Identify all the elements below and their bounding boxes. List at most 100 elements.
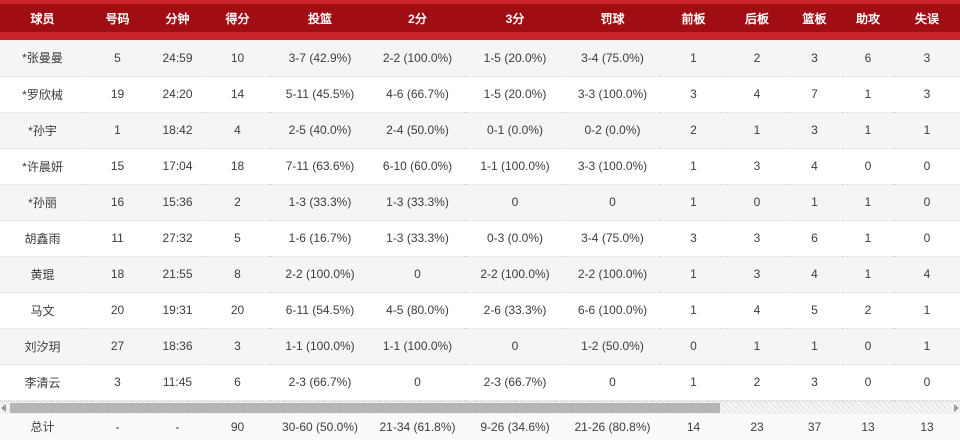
stat-cell: 5 — [85, 40, 150, 77]
total-stat-cell: 21-26 (80.8%) — [565, 413, 660, 440]
stat-cell: 0 — [660, 328, 727, 365]
stat-cell: 2 — [842, 292, 894, 329]
stat-cell: 0 — [727, 184, 787, 221]
stat-cell: 1 — [85, 112, 150, 149]
stat-cell: 1-3 (33.3%) — [370, 184, 465, 221]
stat-cell: 1 — [660, 148, 727, 185]
stat-cell: 1 — [842, 112, 894, 149]
player-name-cell: 李清云 — [0, 364, 85, 401]
table-row: 胡鑫雨 11 27:32 5 1-6 (16.7%) 1-3 (33.3%) 0-3 (0.… — [0, 220, 960, 257]
stat-cell: 0 — [894, 184, 960, 221]
stat-cell: 1-1 (100.0%) — [465, 148, 565, 185]
player-name-cell: *孙宇 — [0, 112, 85, 149]
scroll-right-arrow[interactable] — [954, 403, 959, 412]
stat-cell: 6-6 (100.0%) — [565, 292, 660, 329]
total-stat-cell: - — [150, 413, 205, 440]
stat-cell: 0 — [465, 184, 565, 221]
stat-cell: 24:59 — [150, 40, 205, 77]
total-row: 总计 - -90 30-60 (50.0%) 21-34 (61.8%) 9-26 (34… — [0, 413, 960, 440]
stat-cell: 4-5 (80.0%) — [370, 292, 465, 329]
stat-cell: 0-3 (0.0%) — [465, 220, 565, 257]
column-header-11: 助攻 — [855, 11, 880, 26]
stat-cell: 6-11 (54.5%) — [270, 292, 370, 329]
horizontal-scrollbar[interactable] — [0, 400, 960, 414]
stat-cell: 14 — [205, 76, 270, 113]
table-row: *许晨妍 15 17:04 18 7-11 (63.6%) 6-10 (60.0%) 1-1… — [0, 148, 960, 185]
total-stat-cell: 13 — [842, 413, 894, 440]
stat-cell: 0 — [565, 364, 660, 401]
scrollbar-thumb[interactable] — [9, 402, 720, 413]
player-name-cell: 黄琨 — [0, 256, 85, 293]
table-row: *张曼曼 5 24:59 10 3-7 (42.9%) 2-2 (100.0%) 1-5 (… — [0, 40, 960, 77]
stat-cell: 15:36 — [150, 184, 205, 221]
stat-cell: 1 — [842, 184, 894, 221]
stat-cell: 6 — [787, 220, 842, 257]
table-row: 黄琨 18 21:55 8 2-2 (100.0%) 0 2-2 (100.0%) 2-2 (… — [0, 256, 960, 293]
stat-cell: 3 — [660, 76, 727, 113]
table-row: 李清云 3 11:45 6 2-3 (66.7%) 0 2-3 (66.7%) 0 1 2 3 0 0 — [0, 364, 960, 401]
stat-cell: 4 — [787, 148, 842, 185]
header-accent-stripe — [0, 32, 960, 40]
stat-cell: 1 — [894, 112, 960, 149]
stat-cell: 2 — [660, 112, 727, 149]
stat-cell: 2-6 (33.3%) — [465, 292, 565, 329]
stat-cell: 0 — [565, 184, 660, 221]
stat-cell: 1 — [787, 184, 842, 221]
total-stat-cell: 9-26 (34.6%) — [465, 413, 565, 440]
stat-cell: 1-3 (33.3%) — [370, 220, 465, 257]
stat-cell: 3 — [205, 328, 270, 365]
scroll-left-arrow[interactable] — [1, 403, 6, 412]
total-stat-cell: 90 — [205, 413, 270, 440]
column-header-4: 投篮 — [307, 11, 332, 26]
stat-cell: 5-11 (45.5%) — [270, 76, 370, 113]
total-stat-cell: 13 — [894, 413, 960, 440]
table-row: *罗欣械 19 24:20 14 5-11 (45.5%) 4-6 (66.7%) 1-5 … — [0, 76, 960, 113]
total-label-cell: 总计 — [0, 413, 85, 440]
table-row: *孙宇 1 18:42 4 2-5 (40.0%) 2-4 (50.0%) 0-1 (0.0… — [0, 112, 960, 149]
stat-cell: 3 — [894, 40, 960, 77]
stat-cell: 1-1 (100.0%) — [370, 328, 465, 365]
stat-cell: 0 — [842, 364, 894, 401]
stat-cell: 15 — [85, 148, 150, 185]
stat-cell: 7 — [787, 76, 842, 113]
stat-cell: 19 — [85, 76, 150, 113]
stat-cell: 27:32 — [150, 220, 205, 257]
stat-cell: 3-4 (75.0%) — [565, 220, 660, 257]
stat-cell: 1-2 (50.0%) — [565, 328, 660, 365]
player-name-cell: 刘汐玥 — [0, 328, 85, 365]
stat-cell: 0-1 (0.0%) — [465, 112, 565, 149]
table-body: *张曼曼 5 24:59 10 3-7 (42.9%) 2-2 (100.0%) 1-5 (… — [0, 40, 960, 401]
stat-cell: 3-3 (100.0%) — [565, 76, 660, 113]
stat-cell: 0 — [894, 364, 960, 401]
stat-cell: 3 — [787, 40, 842, 77]
column-header-5: 2分 — [408, 11, 427, 26]
stat-cell: 3 — [85, 364, 150, 401]
top-accent-stripe — [0, 0, 960, 4]
stat-cell: 3 — [727, 220, 787, 257]
stat-cell: 3 — [787, 364, 842, 401]
stat-cell: 3-3 (100.0%) — [565, 148, 660, 185]
column-header-6: 3分 — [505, 11, 525, 26]
stat-cell: 18:42 — [150, 112, 205, 149]
stat-cell: 2-2 (100.0%) — [270, 256, 370, 293]
player-name-cell: 胡鑫雨 — [0, 220, 85, 257]
column-header-12: 失误 — [914, 11, 939, 26]
table-row: 刘汐玥 27 18:36 3 1-1 (100.0%) 1-1 (100.0%) 0 1-2 … — [0, 328, 960, 365]
column-header-0: 球员 — [30, 11, 55, 26]
total-stat-cell: 14 — [660, 413, 727, 440]
total-stat-cell: 37 — [787, 413, 842, 440]
stat-cell: 1 — [787, 328, 842, 365]
stat-cell: 2 — [727, 364, 787, 401]
stat-cell: 0 — [465, 328, 565, 365]
stat-cell: 0 — [842, 148, 894, 185]
stat-cell: 1 — [660, 40, 727, 77]
stat-cell: 21:55 — [150, 256, 205, 293]
player-name-cell: *许晨妍 — [0, 148, 85, 185]
stat-cell: 8 — [205, 256, 270, 293]
stat-cell: 19:31 — [150, 292, 205, 329]
stat-cell: 20 — [85, 292, 150, 329]
stat-cell: 6 — [842, 40, 894, 77]
stat-cell: 4 — [894, 256, 960, 293]
stat-cell: 2-5 (40.0%) — [270, 112, 370, 149]
column-header-8: 前板 — [681, 11, 706, 26]
